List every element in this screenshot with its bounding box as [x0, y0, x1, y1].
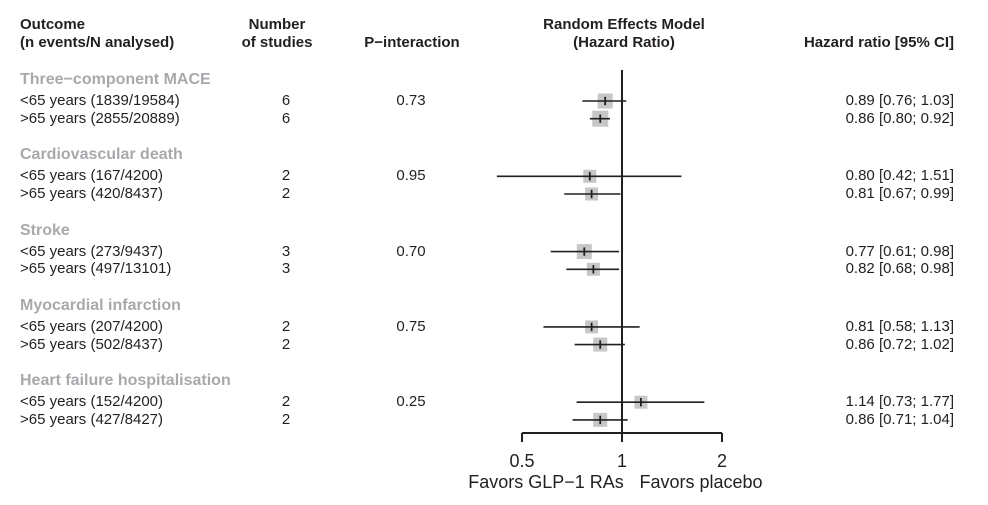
row-n-studies: 6: [281, 109, 291, 127]
row-n-studies: 3: [281, 260, 291, 278]
row-outcome-label: >65 years (427/8427): [20, 410, 164, 428]
x-axis-tick-label: 1: [617, 451, 627, 471]
x-axis-tick-label: 2: [717, 451, 727, 471]
col-header-outcome-line2: (n events/N analysed): [20, 33, 175, 51]
col-header-model-line1: Random Effects Model: [543, 15, 705, 33]
col-header-p-interaction: P−interaction: [364, 33, 460, 51]
row-n-studies: 2: [281, 335, 291, 353]
row-outcome-label: <65 years (1839/19584): [20, 91, 180, 109]
group-label: Cardiovascular death: [20, 146, 183, 164]
row-n-studies: 6: [281, 91, 291, 109]
row-hr-ci-text: 0.86 [0.80; 0.92]: [845, 109, 954, 127]
row-outcome-label: >65 years (420/8437): [20, 184, 164, 202]
row-hr-ci-text: 0.86 [0.71; 1.04]: [845, 410, 954, 428]
row-p-interaction: 0.25: [396, 392, 426, 410]
row-hr-ci-text: 1.14 [0.73; 1.77]: [845, 392, 954, 410]
col-header-outcome-line1: Outcome: [20, 15, 86, 33]
row-hr-ci-text: 0.77 [0.61; 0.98]: [845, 242, 954, 260]
row-n-studies: 2: [281, 167, 291, 185]
row-n-studies: 2: [281, 184, 291, 202]
col-header-model-line2: (Hazard Ratio): [573, 33, 675, 51]
row-outcome-label: <65 years (207/4200): [20, 317, 164, 335]
row-n-studies: 2: [281, 392, 291, 410]
row-p-interaction: 0.95: [396, 167, 426, 185]
col-header-nstudies-line2: of studies: [241, 33, 313, 51]
group-label: Myocardial infarction: [20, 297, 181, 315]
row-hr-ci-text: 0.89 [0.76; 1.03]: [845, 91, 954, 109]
row-outcome-label: <65 years (273/9437): [20, 242, 164, 260]
row-p-interaction: 0.75: [396, 317, 426, 335]
col-header-hr-ci: Hazard ratio [95% CI]: [803, 33, 954, 51]
row-outcome-label: <65 years (152/4200): [20, 392, 164, 410]
row-p-interaction: 0.73: [396, 91, 426, 109]
row-hr-ci-text: 0.86 [0.72; 1.02]: [845, 335, 954, 353]
favors-left-label: Favors GLP−1 RAs: [468, 472, 624, 492]
group-label: Heart failure hospitalisation: [20, 372, 231, 390]
row-n-studies: 2: [281, 410, 291, 428]
col-header-nstudies-line1: Number: [248, 15, 306, 33]
row-hr-ci-text: 0.81 [0.67; 0.99]: [845, 184, 954, 202]
favors-right-label: Favors placebo: [639, 472, 762, 492]
row-outcome-label: >65 years (2855/20889): [20, 109, 180, 127]
row-p-interaction: 0.70: [396, 242, 426, 260]
group-label: Stroke: [20, 221, 70, 239]
row-n-studies: 2: [281, 317, 291, 335]
row-n-studies: 3: [281, 242, 291, 260]
row-hr-ci-text: 0.80 [0.42; 1.51]: [845, 167, 954, 185]
group-label: Three−component MACE: [20, 71, 211, 89]
row-outcome-label: <65 years (167/4200): [20, 167, 164, 185]
row-outcome-label: >65 years (497/13101): [20, 260, 172, 278]
row-hr-ci-text: 0.82 [0.68; 0.98]: [845, 260, 954, 278]
row-hr-ci-text: 0.81 [0.58; 1.13]: [845, 317, 954, 335]
x-axis-tick-label: 0.5: [509, 451, 534, 471]
row-outcome-label: >65 years (502/8437): [20, 335, 164, 353]
